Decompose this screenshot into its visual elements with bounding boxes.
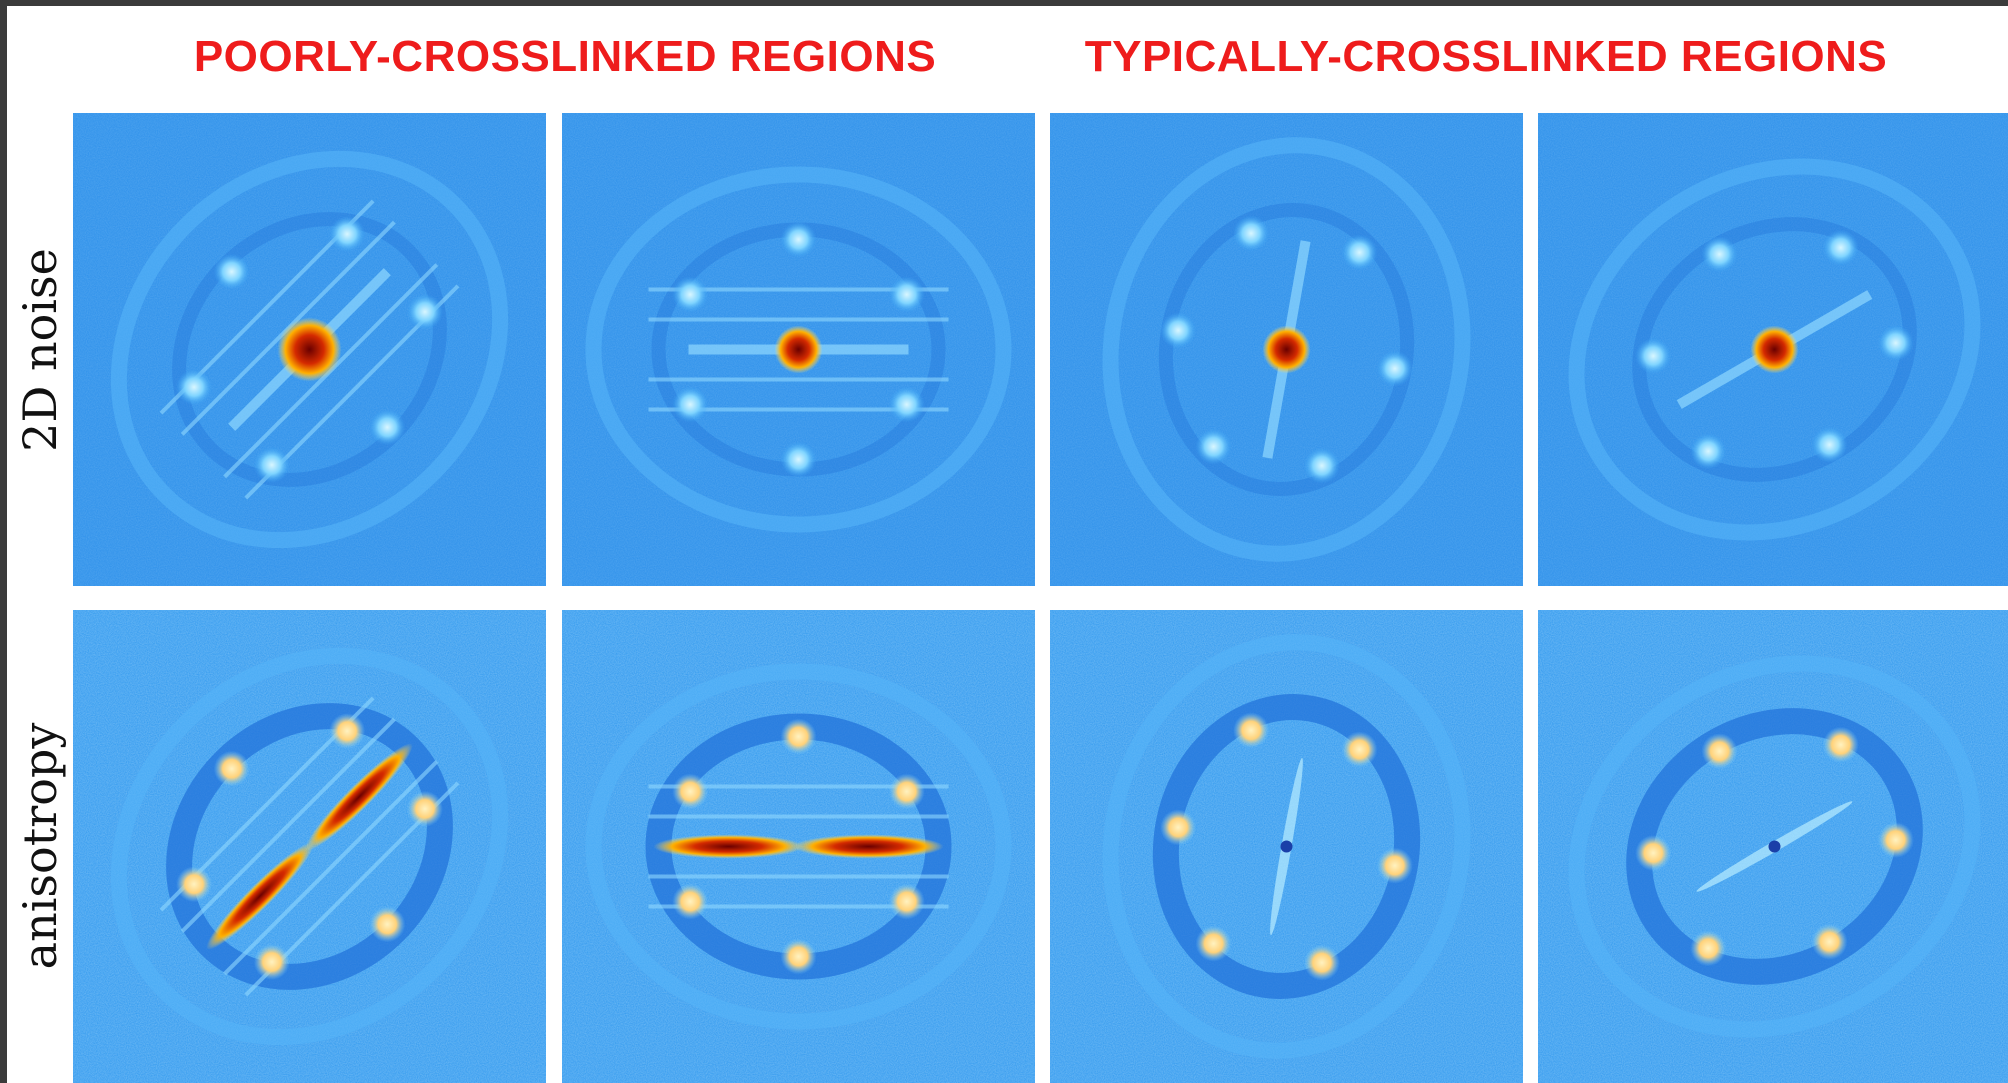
bragg-spot [1233,215,1270,252]
bragg-spot [369,906,406,943]
bragg-spot [780,221,817,258]
frame-border [0,0,2008,6]
diffraction-panel [1538,610,2008,1083]
bragg-spot [1376,847,1413,884]
bragg-spot [369,409,406,446]
bragg-spot [176,369,213,406]
center-streak [653,834,804,859]
bragg-spot [1811,426,1848,463]
diffraction-panel [73,610,546,1083]
bragg-spot [1195,925,1232,962]
bragg-spot [329,713,366,750]
bragg-spot [1160,809,1197,846]
pattern [1568,158,1981,541]
diffraction-panel [562,113,1035,586]
center-dot [1280,840,1293,853]
pattern [1102,137,1471,562]
bragg-spot [1877,325,1914,362]
center-peak [277,317,342,382]
streak [180,717,396,933]
ring [1102,634,1471,1059]
bragg-spot [1822,229,1859,266]
ring [1568,655,1981,1038]
diffraction-panel [1050,610,1523,1083]
bragg-spot [213,750,250,787]
column-heading: POORLY-CROSSLINKED REGIONS [193,32,937,81]
bragg-spot [888,773,925,810]
bragg-spot [888,883,925,920]
pattern [585,663,1012,1030]
bragg-spot [1160,312,1197,349]
center-streak [793,834,944,859]
bragg-spot [1877,822,1914,859]
bragg-spot [1635,337,1672,374]
bragg-spot [1811,923,1848,960]
ring [110,647,509,1046]
ring [1568,158,1981,541]
ring [1102,137,1471,562]
bragg-spot [406,293,443,330]
pattern [1102,634,1471,1059]
diffraction-panel [562,610,1035,1083]
bragg-spot [672,883,709,920]
bragg-spot [672,773,709,810]
bragg-spot [1701,236,1738,273]
bragg-spot [1233,712,1270,749]
streak [223,760,439,976]
bragg-spot [1690,433,1727,470]
bragg-spot [1635,834,1672,871]
bragg-spot [1376,350,1413,387]
center-peak [1262,325,1311,374]
center-peak [1750,325,1799,374]
diffraction-panel [1050,113,1523,586]
center-streak [206,842,314,950]
diffraction-panel [1538,113,2008,586]
bragg-spot [888,276,925,313]
pattern [110,150,509,549]
bragg-spot [329,216,366,253]
bragg-spot [1822,726,1859,763]
bragg-spot [253,943,290,980]
bragg-spot [213,253,250,290]
pattern [585,166,1012,533]
bragg-spot [888,386,925,423]
bragg-spot [176,866,213,903]
bragg-spot [672,386,709,423]
ring [110,150,509,549]
pattern [110,647,509,1046]
bragg-spot [672,276,709,313]
center-streak [305,743,413,851]
bragg-spot [1195,428,1232,465]
frame-border [0,0,7,1083]
bragg-spot [253,446,290,483]
bragg-spot [1341,234,1378,271]
bragg-spot [1341,731,1378,768]
bragg-spot [1690,930,1727,967]
bragg-spot [1303,447,1340,484]
bragg-spot [780,938,817,975]
center-dot [1768,840,1781,853]
bragg-spot [406,790,443,827]
bragg-spot [780,441,817,478]
ring [585,663,1012,1030]
bragg-spot [1701,733,1738,770]
ring [585,166,1012,533]
bragg-spot [780,718,817,755]
bragg-spot [1303,944,1340,981]
diffraction-panel [73,113,546,586]
column-heading: TYPICALLY-CROSSLINKED REGIONS [1084,32,1888,81]
center-peak [774,325,823,374]
